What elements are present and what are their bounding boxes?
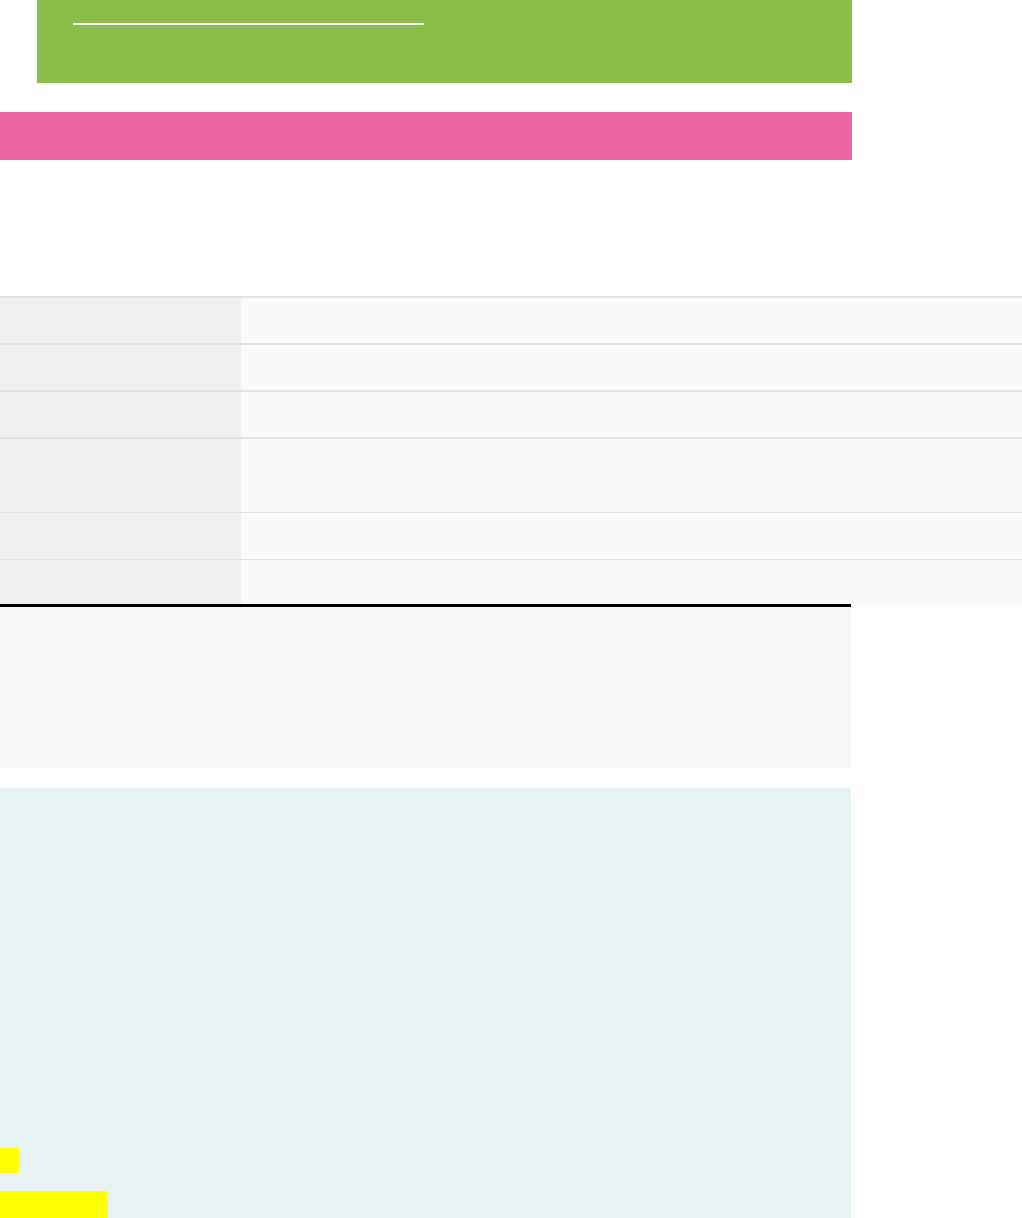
table-row (0, 559, 1022, 605)
row-key (0, 560, 241, 605)
content-panel (0, 788, 851, 1218)
divider (0, 604, 851, 607)
row-key (0, 392, 241, 437)
row-value (241, 298, 1022, 343)
section-banner (0, 112, 852, 160)
table-row (0, 512, 1022, 559)
table-row (0, 343, 1022, 390)
table-row (0, 390, 1022, 437)
row-key (0, 439, 241, 512)
highlight-mark (0, 1148, 19, 1173)
row-value (241, 513, 1022, 559)
hero-title-underline (73, 23, 424, 25)
row-key (0, 513, 241, 559)
table-row (0, 296, 1022, 343)
row-value (241, 439, 1022, 512)
highlight-mark (0, 1191, 107, 1218)
row-value (241, 345, 1022, 390)
hero-banner (37, 0, 852, 83)
row-value (241, 392, 1022, 437)
row-value (241, 560, 1022, 605)
table-row (0, 437, 1022, 512)
row-key (0, 345, 241, 390)
row-key (0, 298, 241, 343)
info-table (0, 296, 1022, 605)
note-box (0, 607, 851, 768)
